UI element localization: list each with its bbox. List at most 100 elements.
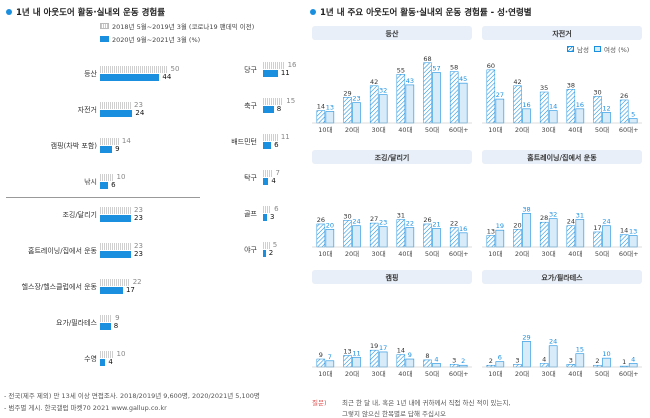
- bar-category-label: 배드민턴: [231, 138, 257, 146]
- bar-male-value: 42: [370, 78, 378, 86]
- bar-female: [628, 235, 638, 248]
- bar-female-value: 17: [379, 344, 387, 352]
- bar-female: [495, 229, 505, 248]
- bar-category-label: 캠핑(차박 포함): [50, 142, 97, 150]
- bar-category-label: 조깅/달리기: [62, 211, 97, 219]
- bar-female: [548, 345, 558, 368]
- x-tick-label: 50대: [425, 370, 439, 378]
- bar-female-value: 5: [631, 111, 635, 119]
- x-tick-label: 40대: [568, 126, 582, 134]
- bar-male: [539, 221, 549, 248]
- bar-male: [316, 358, 326, 368]
- x-tick-label: 30대: [542, 250, 556, 258]
- bar-old-value: 16: [287, 61, 297, 69]
- question-text-line1: 최근 한 달 내, 혹은 1년 내에 귀하께서 직접 하신 적이 있는지,: [342, 399, 511, 407]
- bar-new-period: [100, 110, 133, 117]
- bar-female-value: 32: [549, 211, 557, 219]
- panel-title: 등산: [386, 29, 399, 38]
- bar-new-value: 11: [280, 69, 290, 77]
- bar-new-value: 8: [113, 322, 119, 330]
- x-tick-label: 40대: [398, 370, 412, 378]
- x-tick-label: 30대: [542, 370, 556, 378]
- bar-category-label: 홈트레이닝/집에서 운동: [28, 247, 97, 255]
- bar-female: [432, 228, 441, 248]
- bar-category-label: 헬스장/헬스클럽에서 운동: [21, 283, 97, 291]
- bar-male-value: 68: [423, 55, 431, 63]
- bar-new-value: 8: [276, 105, 282, 113]
- bar-category-label: 등산: [84, 70, 97, 78]
- bar-new-value: 6: [111, 181, 116, 189]
- legend-female-swatch: [594, 46, 602, 52]
- x-tick-label: 60대+: [619, 250, 639, 258]
- bar-female-value: 24: [602, 218, 610, 226]
- bar-male: [513, 85, 522, 124]
- bar-female-value: 6: [498, 354, 502, 362]
- bar-male: [486, 235, 496, 248]
- bar-male-value: 4: [542, 355, 546, 363]
- bar-male: [449, 227, 459, 248]
- bar-old-value: 14: [121, 137, 131, 145]
- bar-female-value: 43: [406, 77, 414, 85]
- bar-female: [325, 228, 335, 248]
- bar-male: [396, 219, 406, 248]
- bar-category-label: 골프: [244, 210, 257, 218]
- bar-male-value: 60: [487, 62, 495, 70]
- bar-old-value: 9: [115, 314, 120, 322]
- bar-old-period: [100, 351, 114, 358]
- bar-male: [449, 71, 459, 124]
- bar-new-period: [263, 70, 278, 77]
- bar-male-value: 28: [540, 214, 548, 222]
- bar-new-value: 4: [108, 358, 113, 366]
- bar-new-value: 6: [274, 141, 279, 149]
- bar-male-value: 17: [593, 224, 601, 232]
- bar-female: [458, 82, 468, 124]
- bar-female-value: 21: [432, 220, 440, 228]
- bar-male-value: 24: [567, 218, 575, 226]
- question-text-line2: 그렇지 않으신 한목별로 답해 주십시오: [342, 410, 446, 418]
- bar-category-label: 낚시: [84, 178, 97, 186]
- bar-new-period: [100, 74, 160, 81]
- bar-female: [352, 225, 361, 248]
- bar-male-value: 26: [620, 92, 628, 100]
- bar-new-period: [263, 214, 268, 221]
- bar-male: [316, 223, 326, 248]
- x-tick-label: 40대: [398, 250, 412, 258]
- bar-female: [495, 98, 505, 124]
- bar-male: [619, 99, 629, 124]
- bar-male-value: 29: [343, 89, 351, 97]
- bar-female-value: 23: [352, 95, 360, 103]
- bar-female: [575, 108, 585, 124]
- bar-old-value: 22: [132, 278, 142, 286]
- bar-male: [566, 364, 576, 368]
- panel-header: [482, 26, 642, 40]
- x-tick-label: 60대+: [449, 370, 469, 378]
- bar-old-period: [100, 279, 130, 286]
- footnote-source: - 범주별 게시. 한국갤럽 마켓70 2021 www.gallup.co.k…: [4, 404, 167, 412]
- bar-male-value: 20: [513, 221, 521, 229]
- bar-female-value: 32: [379, 87, 387, 95]
- panel-title: 자전거: [552, 29, 571, 38]
- bar-female-value: 7: [328, 353, 332, 361]
- panel-header: [312, 150, 472, 164]
- bar-male: [369, 349, 379, 368]
- bar-male: [593, 96, 602, 124]
- bar-male-value: 14: [317, 103, 325, 111]
- x-tick-label: 10대: [318, 370, 332, 378]
- x-tick-label: 20대: [345, 370, 359, 378]
- bar-male-value: 22: [450, 220, 458, 228]
- x-tick-label: 40대: [568, 250, 582, 258]
- legend-old: 2018년 5월~2019년 3월 (코로나19 팬데믹 이전): [100, 21, 254, 31]
- question-label: 질문): [312, 399, 327, 407]
- bar-female-value: 22: [406, 220, 414, 228]
- bar-female-value: 14: [549, 103, 557, 111]
- bar-female: [548, 110, 558, 124]
- bar-male: [513, 229, 522, 248]
- bar-old-period: [100, 315, 113, 322]
- x-tick-label: 30대: [372, 370, 386, 378]
- legend-male-label: 남성: [577, 46, 589, 54]
- bar-male: [566, 225, 576, 248]
- bar-new-value: 17: [125, 286, 135, 294]
- bar-female-value: 16: [522, 101, 530, 109]
- bar-female-value: 29: [522, 333, 530, 341]
- bar-male: [396, 354, 406, 368]
